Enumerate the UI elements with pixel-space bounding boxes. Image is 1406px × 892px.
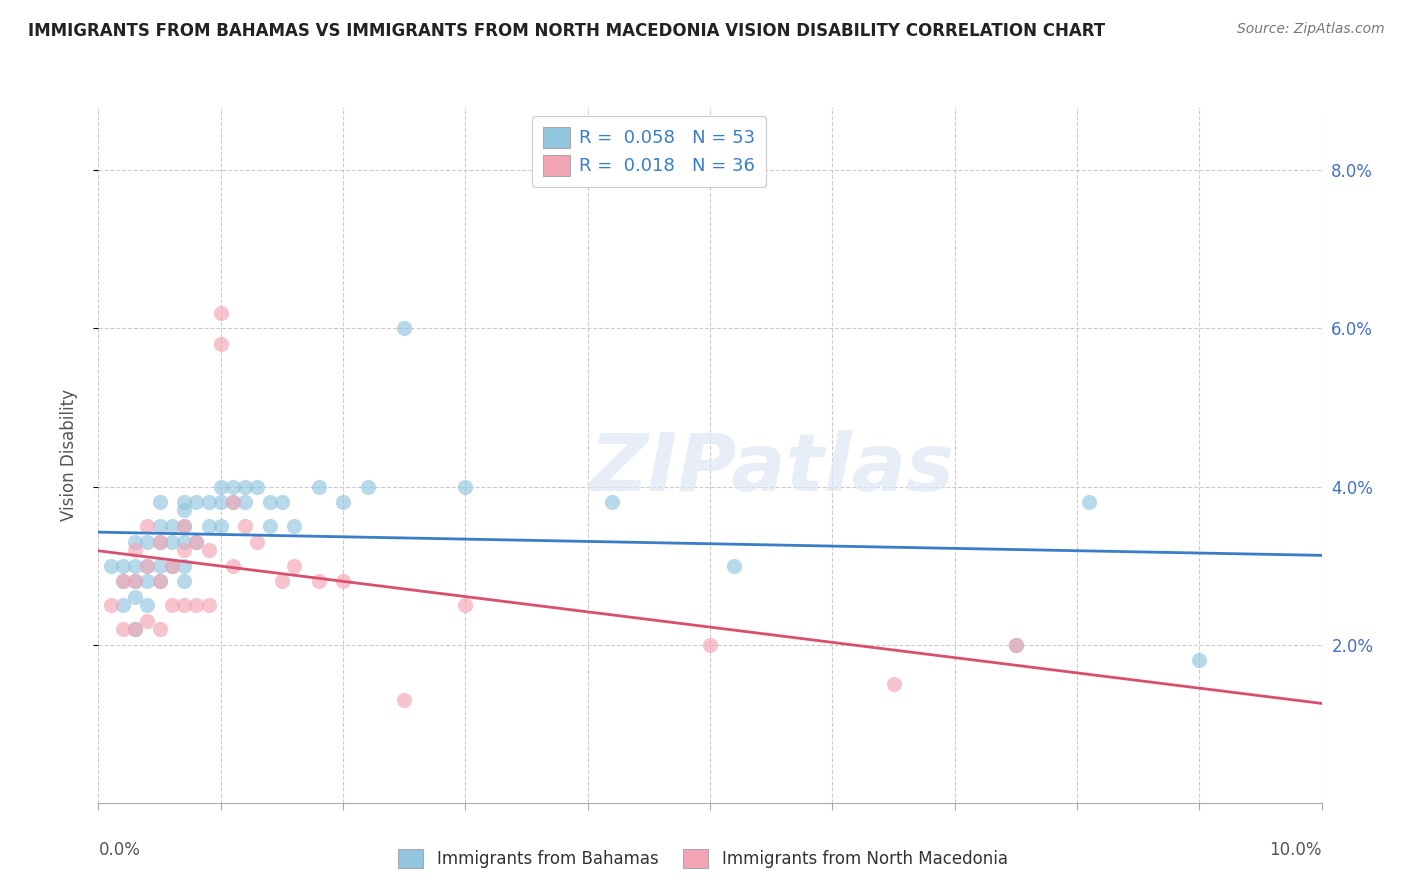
Point bbox=[332, 495, 354, 509]
Point bbox=[173, 519, 195, 533]
Text: 10.0%: 10.0% bbox=[1270, 841, 1322, 859]
Point bbox=[723, 558, 745, 573]
Point bbox=[454, 479, 477, 493]
Point bbox=[149, 622, 172, 636]
Point bbox=[100, 598, 122, 612]
Point bbox=[124, 622, 146, 636]
Point bbox=[173, 598, 195, 612]
Point bbox=[600, 495, 623, 509]
Point bbox=[197, 495, 219, 509]
Point bbox=[186, 598, 208, 612]
Point bbox=[283, 558, 305, 573]
Point bbox=[209, 337, 232, 351]
Point bbox=[222, 495, 245, 509]
Text: ZIPatlas: ZIPatlas bbox=[589, 430, 953, 508]
Point bbox=[332, 574, 354, 589]
Point bbox=[160, 534, 183, 549]
Point bbox=[124, 574, 146, 589]
Point bbox=[197, 519, 219, 533]
Point bbox=[149, 519, 172, 533]
Point bbox=[173, 558, 195, 573]
Point bbox=[173, 503, 195, 517]
Point bbox=[149, 574, 172, 589]
Point bbox=[233, 495, 256, 509]
Point bbox=[233, 519, 256, 533]
Point bbox=[222, 479, 245, 493]
Point bbox=[173, 534, 195, 549]
Point bbox=[197, 598, 219, 612]
Point bbox=[111, 598, 134, 612]
Text: 0.0%: 0.0% bbox=[98, 841, 141, 859]
Point bbox=[160, 519, 183, 533]
Point bbox=[160, 558, 183, 573]
Point bbox=[222, 558, 245, 573]
Point bbox=[233, 479, 256, 493]
Point bbox=[259, 495, 281, 509]
Point bbox=[197, 542, 219, 557]
Point bbox=[186, 495, 208, 509]
Point bbox=[136, 534, 159, 549]
Point bbox=[308, 479, 330, 493]
Point bbox=[392, 321, 416, 335]
Point bbox=[270, 495, 292, 509]
Point bbox=[149, 558, 172, 573]
Point bbox=[111, 558, 134, 573]
Point bbox=[100, 558, 122, 573]
Text: IMMIGRANTS FROM BAHAMAS VS IMMIGRANTS FROM NORTH MACEDONIA VISION DISABILITY COR: IMMIGRANTS FROM BAHAMAS VS IMMIGRANTS FR… bbox=[28, 22, 1105, 40]
Point bbox=[173, 574, 195, 589]
Point bbox=[149, 495, 172, 509]
Legend: Immigrants from Bahamas, Immigrants from North Macedonia: Immigrants from Bahamas, Immigrants from… bbox=[392, 842, 1014, 875]
Point bbox=[186, 534, 208, 549]
Point bbox=[270, 574, 292, 589]
Point bbox=[124, 542, 146, 557]
Point bbox=[1004, 638, 1026, 652]
Point bbox=[259, 519, 281, 533]
Point bbox=[356, 479, 378, 493]
Point bbox=[124, 534, 146, 549]
Point bbox=[246, 534, 269, 549]
Point bbox=[1078, 495, 1101, 509]
Point bbox=[136, 614, 159, 628]
Point bbox=[173, 495, 195, 509]
Point bbox=[111, 574, 134, 589]
Point bbox=[111, 574, 134, 589]
Point bbox=[124, 591, 146, 605]
Point bbox=[136, 574, 159, 589]
Point bbox=[186, 534, 208, 549]
Point bbox=[136, 519, 159, 533]
Point bbox=[308, 574, 330, 589]
Point bbox=[209, 305, 232, 319]
Point bbox=[149, 574, 172, 589]
Text: Source: ZipAtlas.com: Source: ZipAtlas.com bbox=[1237, 22, 1385, 37]
Point bbox=[1004, 638, 1026, 652]
Point bbox=[111, 622, 134, 636]
Point bbox=[173, 542, 195, 557]
Point bbox=[124, 622, 146, 636]
Point bbox=[883, 677, 905, 691]
Point bbox=[149, 534, 172, 549]
Point bbox=[283, 519, 305, 533]
Point bbox=[160, 598, 183, 612]
Point bbox=[209, 519, 232, 533]
Point bbox=[136, 558, 159, 573]
Point bbox=[392, 693, 416, 707]
Point bbox=[136, 558, 159, 573]
Point bbox=[454, 598, 477, 612]
Point bbox=[136, 598, 159, 612]
Point bbox=[124, 574, 146, 589]
Point bbox=[173, 519, 195, 533]
Point bbox=[124, 558, 146, 573]
Point bbox=[222, 495, 245, 509]
Point bbox=[209, 479, 232, 493]
Point bbox=[149, 534, 172, 549]
Point bbox=[1188, 653, 1211, 667]
Point bbox=[160, 558, 183, 573]
Point bbox=[699, 638, 721, 652]
Point bbox=[246, 479, 269, 493]
Legend: R =  0.058   N = 53, R =  0.018   N = 36: R = 0.058 N = 53, R = 0.018 N = 36 bbox=[531, 116, 766, 186]
Y-axis label: Vision Disability: Vision Disability bbox=[59, 389, 77, 521]
Point bbox=[209, 495, 232, 509]
